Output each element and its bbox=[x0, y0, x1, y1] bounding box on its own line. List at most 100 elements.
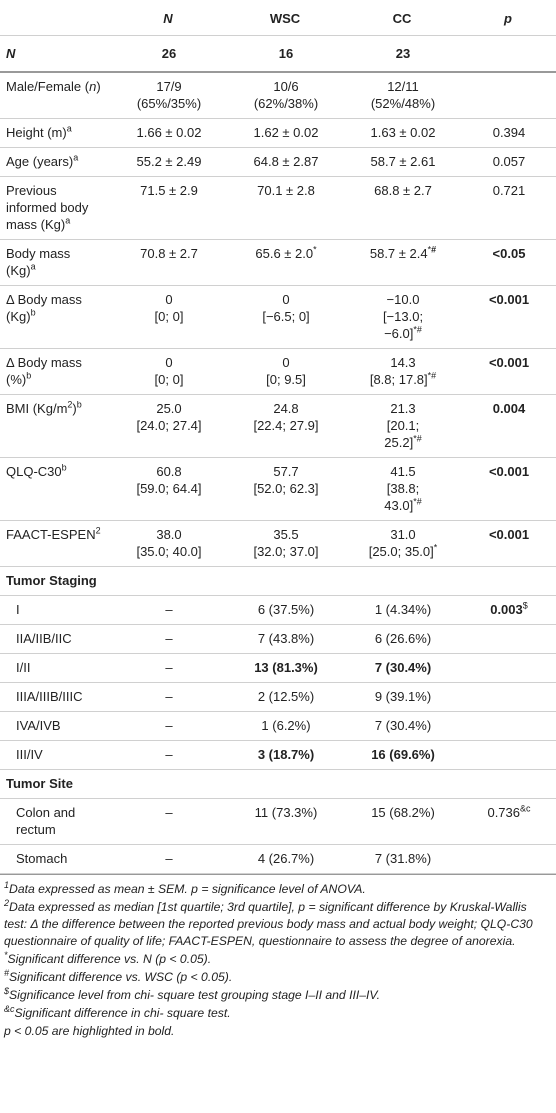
row-label: IVA/IVB bbox=[0, 711, 110, 741]
table-cell: 31.0 [25.0; 35.0]* bbox=[344, 520, 460, 567]
superscript: &c bbox=[4, 1003, 15, 1014]
table-row: Male/Female (n) 17/9 (65%/35%) 10/6 (62%/3… bbox=[0, 72, 556, 119]
table-cell: 21.3 [20.1; 25.2]*# bbox=[344, 394, 460, 458]
text-run: 7 (30.4%) bbox=[374, 718, 432, 733]
table-row: N 26 16 23 bbox=[0, 35, 556, 73]
table-cell: – bbox=[110, 711, 226, 741]
footnote: &cSignificant difference in chi- square … bbox=[4, 1003, 552, 1022]
superscript: *# bbox=[413, 496, 422, 507]
text-run: p < 0.05 are highlighted in bold. bbox=[4, 1024, 175, 1038]
table-row: Body mass (Kg)a 70.8 ± 2.7 65.6 ± 2.0* 58.7… bbox=[0, 239, 556, 286]
text-run: 0.394 bbox=[492, 125, 526, 140]
table-cell: 1 (6.2%) bbox=[226, 711, 344, 741]
text-run: 38.0 [35.0; 40.0] bbox=[136, 527, 202, 559]
table-row: IIIA/IIIB/IIIC – 2 (12.5%) 9 (39.1%) bbox=[0, 682, 556, 712]
table-cell: 71.5 ± 2.9 bbox=[110, 176, 226, 240]
footnote: 1Data expressed as mean ± SEM. p = signi… bbox=[4, 879, 552, 898]
table-cell: −10.0 [−13.0; −6.0]*# bbox=[344, 285, 460, 349]
table-row: IVA/IVB – 1 (6.2%) 7 (30.4%) bbox=[0, 711, 556, 741]
table-body: N 26 16 23 Male/Female (n) 17/9 (65%/35%) 10/6… bbox=[0, 35, 556, 874]
row-label: BMI (Kg/m2)b bbox=[0, 394, 110, 458]
text-run: 10/6 (62%/38%) bbox=[253, 79, 319, 111]
table-cell: 0.721 bbox=[460, 176, 556, 240]
text-run: BMI (Kg/m bbox=[6, 401, 68, 416]
table-cell bbox=[460, 711, 556, 741]
row-label: Δ Body mass (Kg)b bbox=[0, 285, 110, 349]
text-run: 9 (39.1%) bbox=[374, 689, 432, 704]
table-row: Stomach – 4 (26.7%) 7 (31.8%) bbox=[0, 844, 556, 874]
table-cell: 23 bbox=[344, 35, 460, 73]
table-row: BMI (Kg/m2)b 25.0 [24.0; 27.4] 24.8 [22.4;… bbox=[0, 394, 556, 458]
table-cell: 57.7 [52.0; 62.3] bbox=[226, 457, 344, 521]
table-row: I/II – 13 (81.3%) 7 (30.4%) bbox=[0, 653, 556, 683]
text-run: 13 (81.3%) bbox=[254, 660, 318, 675]
table-cell: 1 (4.34%) bbox=[344, 595, 460, 625]
row-label: QLQ-C30b bbox=[0, 457, 110, 521]
text-run: – bbox=[165, 689, 173, 704]
superscript: *# bbox=[427, 370, 437, 381]
text-run: Significant difference vs. WSC (p < 0.05… bbox=[9, 970, 233, 984]
table-cell: 6 (26.6%) bbox=[344, 624, 460, 654]
table-cell: 2 (12.5%) bbox=[226, 682, 344, 712]
text-run: Δ Body mass (%) bbox=[6, 355, 82, 387]
text-run: Significant difference in chi- square te… bbox=[14, 1006, 231, 1020]
section-row: Tumor Staging bbox=[0, 566, 556, 596]
header-cell: CC bbox=[344, 0, 460, 36]
table-cell: 0.057 bbox=[460, 147, 556, 177]
header-text: p bbox=[504, 11, 512, 26]
row-label: Colon and rectum bbox=[0, 798, 110, 845]
table-cell: 55.2 ± 2.49 bbox=[110, 147, 226, 177]
table-cell: 25.0 [24.0; 27.4] bbox=[110, 394, 226, 458]
table-cell bbox=[460, 682, 556, 712]
text-run: 1 (6.2%) bbox=[261, 718, 311, 733]
section-title: Tumor Site bbox=[0, 769, 556, 799]
table-cell: – bbox=[110, 798, 226, 845]
text-run: Significant difference vs. N (p < 0.05). bbox=[7, 952, 212, 966]
superscript: 1 bbox=[4, 879, 10, 890]
footnote: $Significance level from chi- square tes… bbox=[4, 986, 552, 1004]
table-cell: 3 (18.7%) bbox=[226, 740, 344, 770]
text-run: – bbox=[165, 851, 173, 866]
section-title: Tumor Staging bbox=[0, 566, 556, 596]
superscript: * bbox=[4, 949, 8, 960]
table-cell: 60.8 [59.0; 64.4] bbox=[110, 457, 226, 521]
text-run: n bbox=[89, 79, 97, 94]
table-cell: 6 (37.5%) bbox=[226, 595, 344, 625]
text-run: 3 (18.7%) bbox=[257, 747, 315, 762]
text-run: 0 [0; 9.5] bbox=[266, 355, 306, 387]
text-run: 26 bbox=[161, 46, 177, 61]
table-cell: – bbox=[110, 740, 226, 770]
header-text: WSC bbox=[269, 11, 301, 26]
text-run: 0.721 bbox=[492, 183, 526, 198]
table-cell: – bbox=[110, 844, 226, 874]
text-run: Stomach bbox=[16, 851, 68, 866]
table-cell: 64.8 ± 2.87 bbox=[226, 147, 344, 177]
table-cell: 68.8 ± 2.7 bbox=[344, 176, 460, 240]
superscript: $ bbox=[522, 600, 528, 611]
text-run: III/IV bbox=[16, 747, 43, 762]
text-run: ) bbox=[72, 401, 77, 416]
text-run: 15 (68.2%) bbox=[371, 805, 435, 820]
text-run: 64.8 ± 2.87 bbox=[253, 154, 319, 169]
text-run: 7 (31.8%) bbox=[374, 851, 432, 866]
text-run: 0.057 bbox=[492, 154, 526, 169]
table-cell: 0.004 bbox=[460, 394, 556, 458]
text-run: 7 (30.4%) bbox=[374, 660, 432, 675]
text-run: <0.05 bbox=[492, 246, 526, 261]
table-row: Δ Body mass (%)b 0 [0; 0] 0 [0; 9.5] 14.3 [… bbox=[0, 348, 556, 395]
superscript: *# bbox=[413, 433, 422, 444]
superscript: 2 bbox=[95, 525, 101, 536]
table-cell: – bbox=[110, 653, 226, 683]
text-run: 41.5 [38.8; 43.0] bbox=[384, 464, 420, 513]
superscript: a bbox=[73, 152, 79, 163]
table-cell: 16 bbox=[226, 35, 344, 73]
table-row: FAACT-ESPEN2 38.0 [35.0; 40.0] 35.5 [32.0;… bbox=[0, 520, 556, 567]
text-run: IIA/IIB/IIC bbox=[16, 631, 72, 646]
footnote: *Significant difference vs. N (p < 0.05)… bbox=[4, 949, 552, 968]
text-run: Data expressed as median [1st quartile; … bbox=[4, 900, 533, 948]
superscript: a bbox=[65, 215, 71, 226]
table-cell: 10/6 (62%/38%) bbox=[226, 72, 344, 119]
row-label: IIA/IIB/IIC bbox=[0, 624, 110, 654]
table-cell: 14.3 [8.8; 17.8]*# bbox=[344, 348, 460, 395]
text-run: 1.62 ± 0.02 bbox=[253, 125, 319, 140]
